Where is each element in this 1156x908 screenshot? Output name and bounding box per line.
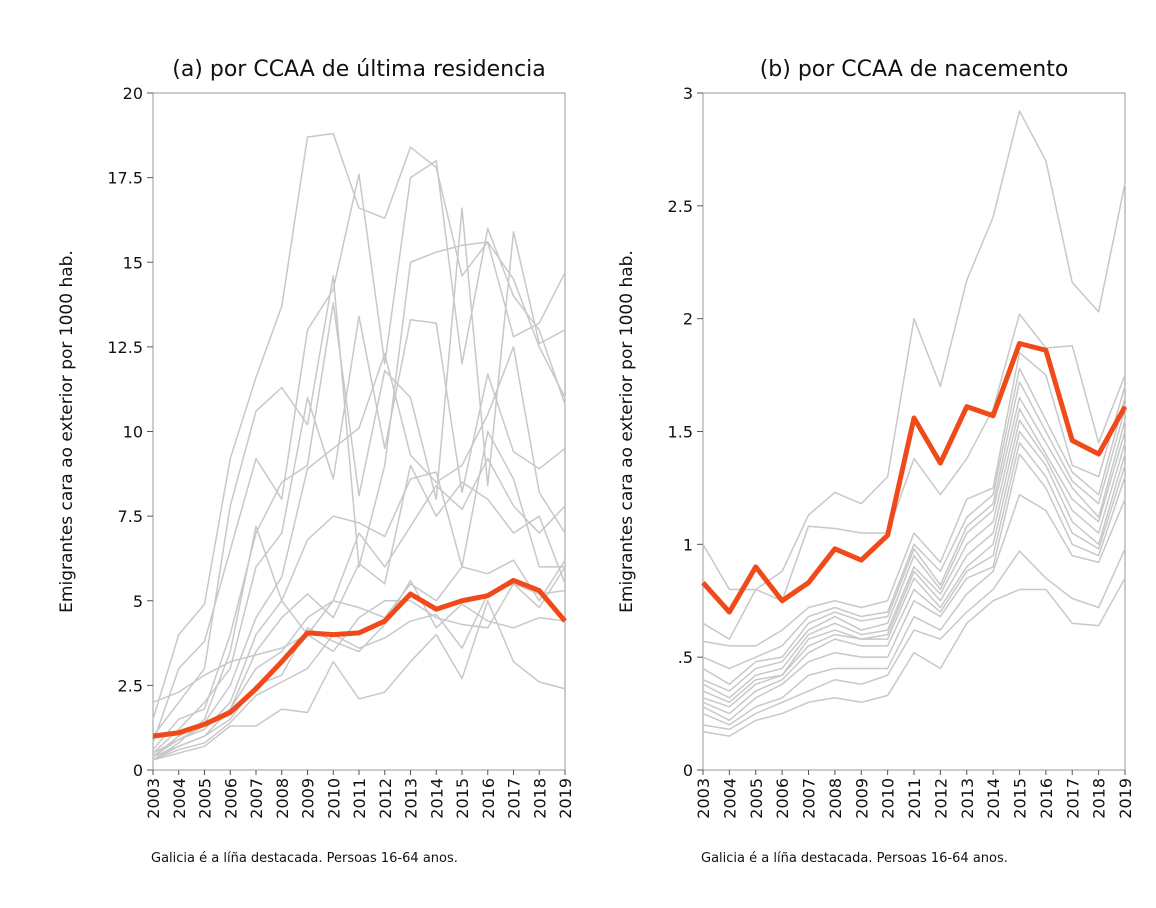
- x-tick-label: 2018: [530, 778, 549, 819]
- caption: Galicia é a líña destacada. Persoas 16-6…: [151, 851, 458, 866]
- y-tick-label: 0: [683, 761, 693, 780]
- series-line: [702, 313, 1126, 640]
- y-tick-label: 15: [123, 253, 143, 272]
- x-tick-label: 2017: [1063, 778, 1082, 819]
- series-line: [152, 346, 566, 758]
- series-line: [702, 493, 1126, 726]
- x-tick-label: 2015: [453, 778, 472, 819]
- series-line: [702, 367, 1126, 670]
- y-tick-label: 2: [683, 310, 693, 329]
- series-line: [702, 430, 1126, 708]
- x-tick-label: 2004: [720, 778, 739, 819]
- x-tick-label: 2008: [826, 778, 845, 819]
- x-tick-label: 2013: [402, 778, 421, 819]
- series-line: [152, 315, 566, 754]
- series-line: [702, 381, 1126, 685]
- y-tick-label: 3: [683, 84, 693, 103]
- series-line: [152, 241, 566, 737]
- x-tick-label: 2010: [879, 778, 898, 819]
- series-line: [152, 457, 566, 761]
- series-line: [152, 600, 566, 761]
- y-axis-label: Emigrantes cara ao exterior por 1000 hab…: [617, 250, 637, 613]
- x-tick-label: 2015: [1011, 778, 1030, 819]
- series-line: [152, 579, 566, 758]
- series-line: [702, 351, 1126, 647]
- y-tick-label: 20: [123, 84, 143, 103]
- y-tick-label: 2.5: [668, 197, 693, 216]
- x-tick-label: 2009: [299, 778, 318, 819]
- x-tick-label: 2005: [196, 778, 215, 819]
- y-tick-label: 10: [123, 423, 143, 442]
- x-tick-label: 2007: [247, 778, 266, 819]
- highlight-line: [152, 577, 567, 739]
- caption: Galicia é a líña destacada. Persoas 16-6…: [701, 851, 1008, 866]
- y-tick-label: 17.5: [107, 169, 143, 188]
- x-tick-label: 2007: [800, 778, 819, 819]
- x-tick-label: 2011: [905, 778, 924, 819]
- x-tick-label: 2014: [427, 778, 446, 819]
- series-line: [702, 396, 1126, 692]
- series-line: [152, 132, 566, 720]
- y-axis-label: Emigrantes cara ao exterior por 1000 hab…: [57, 250, 77, 613]
- x-tick-label: 2008: [273, 778, 292, 819]
- x-tick-label: 2017: [505, 778, 524, 819]
- series-line: [702, 548, 1126, 731]
- series-line: [152, 583, 566, 761]
- x-tick-label: 2011: [350, 778, 369, 819]
- series-line: [702, 408, 1126, 699]
- x-tick-label: 2016: [479, 778, 498, 819]
- series-line: [152, 207, 566, 751]
- x-tick-label: 2019: [556, 778, 575, 819]
- x-tick-label: 2014: [984, 778, 1003, 819]
- x-tick-label: 2003: [694, 778, 713, 819]
- x-tick-label: 2019: [1116, 778, 1135, 819]
- series-line: [702, 577, 1126, 737]
- y-tick-label: 5: [133, 592, 143, 611]
- x-tick-label: 2016: [1037, 778, 1056, 819]
- series-line: [702, 110, 1126, 591]
- y-tick-label: 7.5: [118, 507, 143, 526]
- x-tick-label: 2012: [376, 778, 395, 819]
- series-line: [152, 430, 565, 758]
- y-tick-label: 1: [683, 535, 693, 554]
- y-tick-label: 0: [133, 761, 143, 780]
- x-tick-label: 2005: [747, 778, 766, 819]
- x-tick-label: 2013: [958, 778, 977, 819]
- series-line: [702, 453, 1126, 722]
- x-tick-label: 2012: [931, 778, 950, 819]
- x-tick-label: 2003: [144, 778, 163, 819]
- y-tick-label: 12.5: [107, 338, 143, 357]
- series-line: [702, 442, 1126, 715]
- y-tick-label: 1.5: [668, 423, 693, 442]
- x-tick-label: 2004: [170, 778, 189, 819]
- series-line: [702, 419, 1126, 704]
- chart-title: (a) por CCAA de última residencia: [172, 57, 546, 82]
- x-tick-label: 2009: [852, 778, 871, 819]
- series-line: [152, 159, 566, 744]
- series-line: [152, 464, 566, 761]
- plot-frame: [152, 92, 566, 771]
- x-tick-label: 2018: [1090, 778, 1109, 819]
- highlight-line: [701, 340, 1128, 615]
- x-tick-label: 2010: [324, 778, 343, 819]
- x-tick-label: 2006: [221, 778, 240, 819]
- x-tick-label: 2006: [773, 778, 792, 819]
- series-line: [152, 566, 566, 703]
- y-tick-label: .5: [678, 648, 693, 667]
- y-tick-label: 2.5: [118, 676, 143, 695]
- chart-title: (b) por CCAA de nacemento: [760, 57, 1069, 82]
